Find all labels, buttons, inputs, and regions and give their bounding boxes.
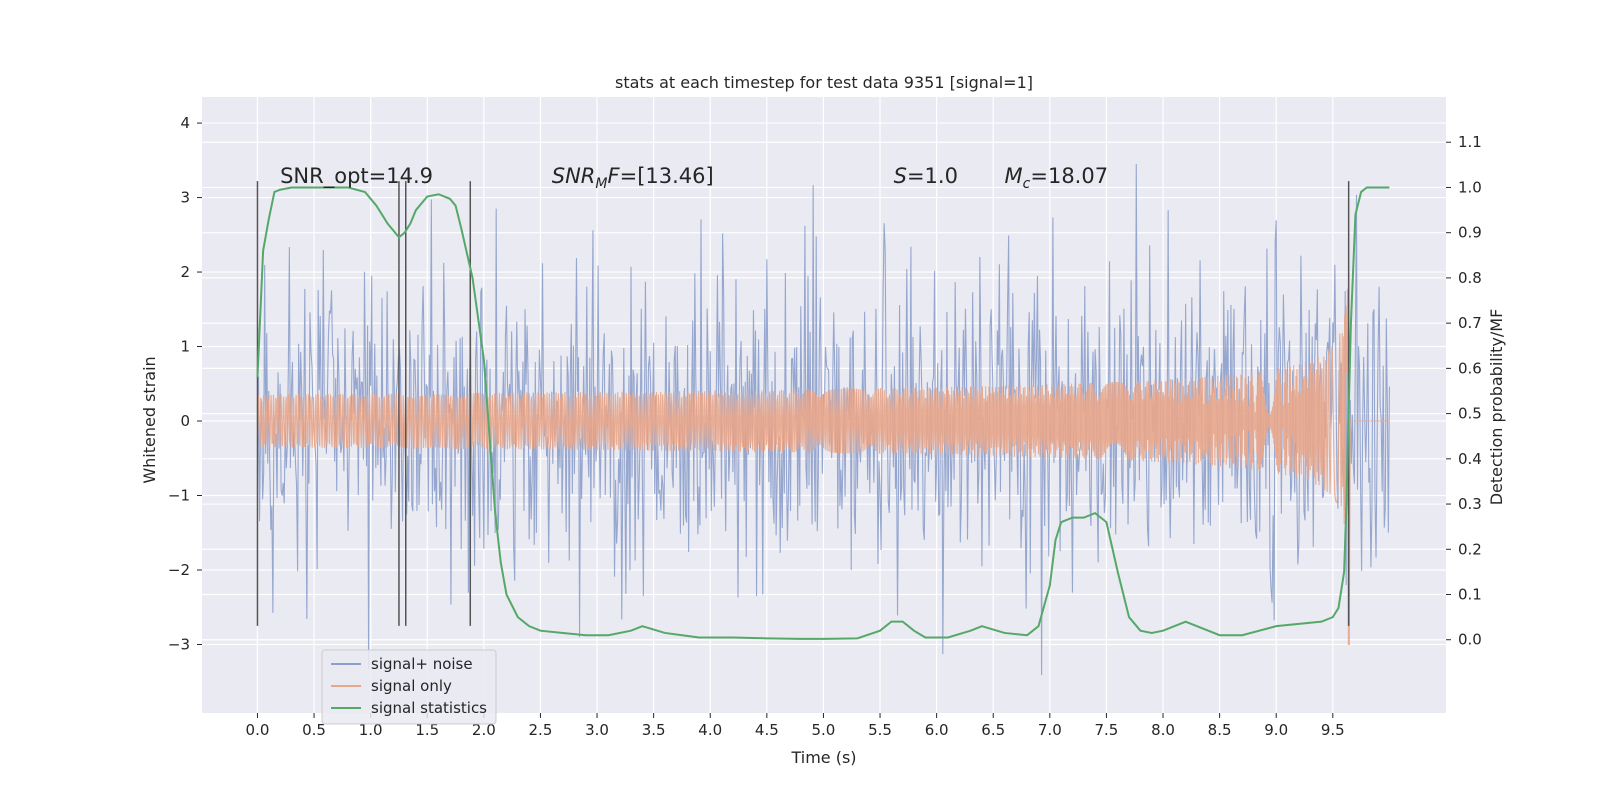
- y2-tick-label: 0.4: [1458, 450, 1482, 468]
- y-tick-label: −3: [168, 635, 190, 653]
- x-tick-label: 2.5: [529, 721, 553, 739]
- x-tick-label: 2.0: [472, 721, 496, 739]
- y2-tick-label: 0.2: [1458, 540, 1482, 558]
- y-axis-label: Whitened strain: [140, 356, 159, 483]
- y2-tick-label: 0.3: [1458, 495, 1482, 513]
- y2-tick-label: 0.8: [1458, 269, 1482, 287]
- y2-tick-label: 0.9: [1458, 224, 1482, 242]
- annotations: SNR_opt=14.9 SNRMF=[13.46] S=1.0 Mc=18.07: [280, 164, 1108, 192]
- legend-label-signal-only: signal only: [371, 677, 452, 695]
- x-tick-label: 5.0: [812, 721, 836, 739]
- y-tick-label: −1: [168, 487, 190, 505]
- y2-tick-label: 0.6: [1458, 359, 1482, 377]
- y2-axis-ticks: 0.0 0.1 0.2 0.3 0.4 0.5 0.6 0.7 0.8 0.9 1.0 1.1: [1446, 133, 1482, 649]
- x-tick-label: 0.5: [302, 721, 326, 739]
- y2-tick-label: 0.1: [1458, 586, 1482, 604]
- y-tick-label: 3: [180, 189, 190, 207]
- x-tick-label: 3.0: [585, 721, 609, 739]
- x-tick-label: 4.0: [698, 721, 722, 739]
- x-tick-label: 9.5: [1321, 721, 1345, 739]
- annotation-s-value: S=1.0: [894, 164, 958, 188]
- y-tick-label: 1: [180, 338, 190, 356]
- chart-title: stats at each timestep for test data 935…: [615, 73, 1033, 92]
- x-tick-label: 6.5: [981, 721, 1005, 739]
- y-tick-label: 0: [180, 412, 190, 430]
- x-tick-label: 9.0: [1264, 721, 1288, 739]
- legend-label-signal-plus-noise: signal+ noise: [371, 655, 473, 673]
- legend-box: [321, 649, 497, 725]
- line-signal-plus-noise: [256, 164, 1390, 676]
- x-tick-label: 1.0: [359, 721, 383, 739]
- x-tick-label: 3.5: [642, 721, 666, 739]
- series-signal-only: [256, 288, 1390, 646]
- x-tick-label: 7.0: [1038, 721, 1062, 739]
- x-tick-label: 6.0: [925, 721, 949, 739]
- y2-tick-label: 1.1: [1458, 133, 1482, 151]
- annotation-mc-value: Mc=18.07: [1005, 164, 1109, 192]
- legend: signal+ noise signal only signal statist…: [321, 649, 497, 725]
- legend-label-signal-statistics: signal statistics: [371, 699, 487, 717]
- series-signal-statistics: [256, 186, 1390, 640]
- annotation-snr-opt: SNR_opt=14.9: [280, 164, 433, 189]
- y-tick-label: −2: [168, 561, 190, 579]
- y2-tick-label: 0.5: [1458, 405, 1482, 423]
- x-tick-label: 8.0: [1151, 721, 1175, 739]
- y2-tick-label: 0.7: [1458, 314, 1482, 332]
- x-tick-label: 7.5: [1094, 721, 1118, 739]
- y-tick-label: 4: [180, 114, 190, 132]
- y2-tick-label: 0.0: [1458, 631, 1482, 649]
- x-tick-label: 8.5: [1208, 721, 1232, 739]
- x-axis-ticks: 0.0 0.5 1.0 1.5 2.0 2.5 3.0 3.5 4.0 4.5 5.0 5.5 6.0 6…: [246, 713, 1345, 739]
- x-tick-label: 5.5: [868, 721, 892, 739]
- y-tick-label: 2: [180, 263, 190, 281]
- x-tick-label: 4.5: [755, 721, 779, 739]
- x-tick-label: 0.0: [246, 721, 270, 739]
- y2-tick-label: 1.0: [1458, 178, 1482, 196]
- x-tick-label: 1.5: [415, 721, 439, 739]
- annotation-snr-mf: SNRMF=[13.46]: [552, 164, 714, 192]
- line-signal-statistics: [256, 186, 1390, 640]
- series-signal-plus-noise: [256, 164, 1390, 676]
- y2-axis-label: Detection probability/MF: [1487, 309, 1506, 506]
- y-axis-ticks: −3 −2 −1 0 1 2 3 4: [168, 114, 202, 653]
- x-axis-label: Time (s): [790, 748, 856, 767]
- line-signal-only: [256, 288, 1390, 646]
